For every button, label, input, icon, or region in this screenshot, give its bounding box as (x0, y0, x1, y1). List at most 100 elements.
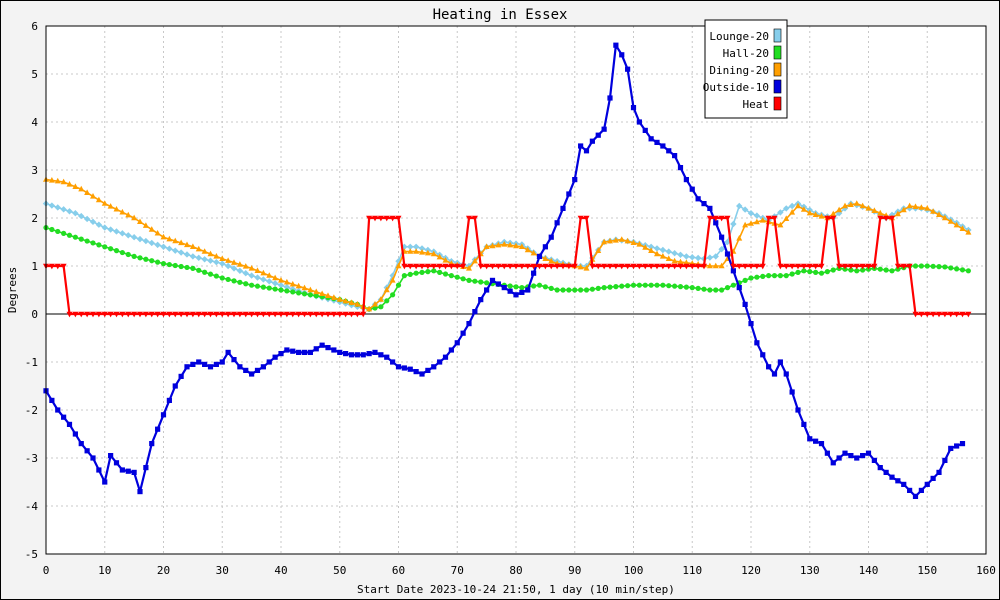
data-point (366, 215, 373, 222)
data-point (572, 287, 578, 293)
y-tick-label: 3 (31, 164, 38, 177)
data-point (442, 271, 449, 277)
data-point (501, 285, 507, 291)
data-point (507, 283, 513, 289)
data-point (707, 287, 713, 293)
data-point (337, 349, 343, 355)
data-point (354, 311, 361, 318)
data-point (301, 349, 308, 355)
data-point (677, 284, 684, 290)
data-point (436, 253, 443, 260)
data-point (342, 311, 349, 318)
data-point (477, 263, 484, 270)
data-point (531, 283, 537, 289)
data-point (55, 228, 61, 235)
data-point (66, 421, 73, 427)
data-point (155, 259, 161, 265)
data-point (66, 208, 73, 215)
data-point (889, 215, 895, 222)
data-point (795, 263, 801, 270)
data-point (642, 263, 649, 270)
data-point (325, 311, 331, 318)
data-point (942, 457, 948, 463)
data-point (442, 257, 449, 263)
data-point (571, 263, 578, 270)
data-point (954, 443, 960, 449)
data-point (248, 265, 255, 271)
data-point (125, 232, 132, 239)
data-point (219, 255, 226, 261)
data-point (378, 352, 384, 358)
data-point (172, 237, 179, 244)
data-point (665, 263, 672, 270)
data-point (231, 311, 237, 318)
data-point (683, 263, 690, 270)
data-point (184, 364, 190, 370)
data-point (877, 266, 883, 272)
data-point (883, 469, 889, 475)
data-point (148, 311, 155, 318)
data-point (824, 215, 831, 222)
data-point (524, 263, 531, 270)
data-point (848, 453, 854, 459)
data-point (136, 235, 144, 243)
x-tick-label: 160 (976, 564, 996, 577)
legend-swatch (773, 96, 782, 111)
data-point (760, 273, 766, 279)
data-point (366, 305, 373, 312)
data-point (236, 267, 244, 274)
data-point (424, 249, 431, 256)
data-point (959, 441, 966, 447)
legend-swatch (773, 62, 782, 77)
data-point (754, 274, 760, 280)
data-point (189, 253, 197, 260)
data-point (788, 202, 796, 210)
data-point (612, 237, 619, 243)
data-point (495, 281, 501, 287)
data-point (536, 263, 543, 270)
data-point (936, 264, 942, 270)
data-point (965, 311, 972, 318)
data-point (647, 243, 655, 250)
data-point (95, 221, 103, 228)
data-point (407, 366, 413, 372)
data-point (918, 263, 924, 269)
data-point (178, 263, 184, 270)
data-point (689, 263, 696, 270)
data-point (495, 241, 502, 248)
data-point (466, 277, 472, 283)
series-line (46, 216, 969, 316)
data-point (48, 202, 56, 209)
data-point (548, 234, 554, 240)
data-point (507, 288, 513, 294)
data-point (143, 256, 149, 262)
data-point (753, 212, 761, 219)
data-point (189, 243, 196, 249)
data-point (484, 280, 490, 286)
data-point (313, 293, 319, 299)
data-point (418, 245, 426, 252)
data-point (612, 263, 619, 270)
data-point (483, 243, 490, 249)
data-point (295, 282, 302, 289)
data-point (119, 249, 125, 256)
y-tick-label: 6 (31, 20, 38, 33)
data-point (119, 208, 126, 215)
data-point (742, 221, 749, 228)
data-point (454, 263, 461, 270)
data-point (783, 263, 790, 270)
data-point (207, 257, 214, 264)
data-point (777, 263, 784, 270)
data-point (530, 263, 537, 270)
data-point (789, 209, 796, 215)
data-point (607, 237, 613, 244)
data-point (666, 283, 672, 289)
y-tick-label: 2 (31, 212, 38, 225)
data-point (272, 311, 279, 318)
legend-swatch (773, 79, 782, 94)
data-point (730, 220, 737, 228)
data-point (783, 273, 789, 279)
data-point (172, 311, 179, 318)
data-point (842, 263, 848, 270)
data-point (425, 269, 431, 275)
